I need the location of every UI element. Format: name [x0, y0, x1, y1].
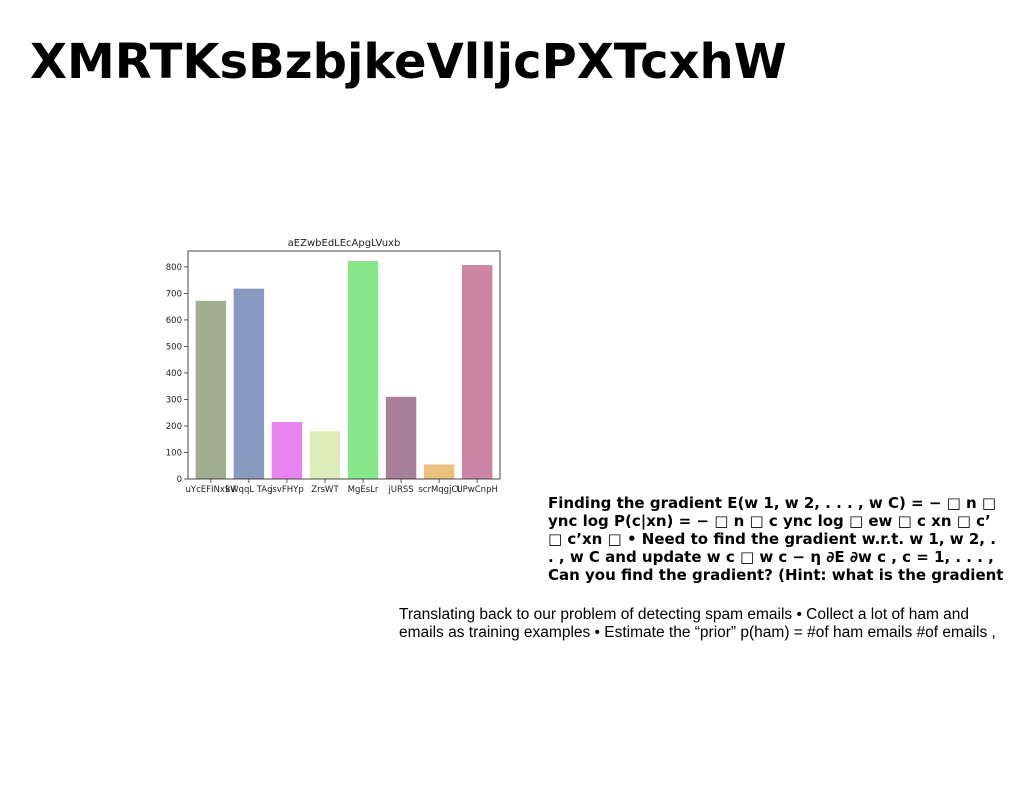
y-tick-label: 700 — [166, 289, 182, 299]
bar — [423, 464, 455, 479]
gradient-line: ync log P(c|xn) = − □ n □ c ync log □ ew… — [548, 512, 991, 530]
y-tick-label: 800 — [166, 263, 182, 273]
y-tick-label: 300 — [166, 395, 182, 405]
bar — [347, 261, 379, 479]
spam-text-block: Translating back to our problem of detec… — [399, 606, 1024, 642]
y-tick-label: 600 — [166, 316, 182, 326]
x-tick-label: scrMqgjCI — [418, 485, 460, 495]
gradient-line: Finding the gradient E(w 1, w 2, . . . ,… — [548, 494, 997, 512]
spam-line: Translating back to our problem of detec… — [399, 606, 970, 623]
x-tick-label: ZrsWT — [311, 485, 339, 495]
x-tick-label: MgEsLr — [348, 485, 379, 495]
y-tick-label: 0 — [177, 475, 182, 485]
bar — [195, 300, 227, 479]
y-tick-label: 500 — [166, 342, 182, 352]
bar — [233, 288, 265, 479]
gradient-line: Can you find the gradient? (Hint: what i… — [548, 566, 1004, 584]
gradient-text-block: Finding the gradient E(w 1, w 2, . . . ,… — [548, 494, 1024, 584]
bar — [271, 422, 303, 479]
x-tick-label: jsvFHYp — [269, 485, 304, 495]
slide-title: XMRTKsBzbjkeVlljcPXTcxhW — [30, 34, 787, 90]
spam-line: emails as training examples • Estimate t… — [399, 624, 996, 641]
x-tick-label: UPwCnpH — [456, 485, 497, 495]
x-tick-label: jURSS — [387, 485, 413, 495]
y-tick-label: 400 — [166, 369, 182, 379]
y-tick-label: 200 — [166, 422, 182, 432]
bar-chart: aEZwbEdLEcApgLVuxb 0 100 200 300 400 500 600 700… — [160, 232, 510, 500]
gradient-line: . , w C and update w c □ w c − η ∂E ∂w c… — [548, 548, 994, 566]
bar — [461, 265, 493, 479]
gradient-line: □ c’xn □ • Need to find the gradient w.r… — [548, 530, 996, 548]
x-tick-label: uYcEFINxSV — [186, 485, 237, 495]
chart-title: aEZwbEdLEcApgLVuxb — [288, 238, 401, 249]
x-tick-label: kWqqL TAg — [225, 485, 272, 495]
bar-chart-svg: aEZwbEdLEcApgLVuxb 0 100 200 300 400 500 600 700… — [166, 238, 501, 495]
y-tick-label: 100 — [166, 448, 182, 458]
bar — [309, 431, 341, 479]
plot-frame — [187, 250, 501, 480]
bar — [385, 396, 417, 479]
